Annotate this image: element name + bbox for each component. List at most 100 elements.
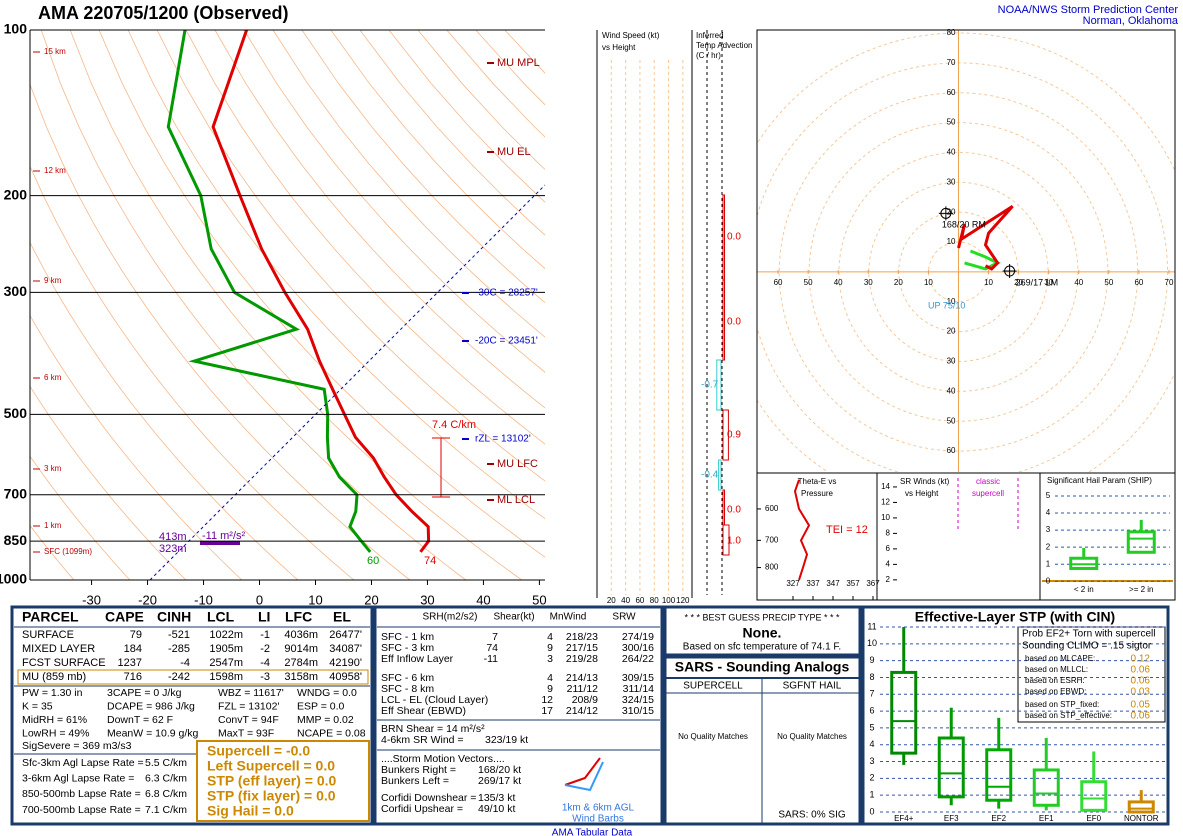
table-cell: 42190' bbox=[329, 657, 362, 669]
y-tick-label: 8 bbox=[869, 672, 874, 682]
footer: AMA Tabular Data bbox=[552, 828, 633, 836]
motion-value: 135/3 kt bbox=[478, 792, 515, 804]
motion-label: Corfidi Downshear = bbox=[381, 792, 476, 804]
table-cell: 9 bbox=[547, 642, 553, 654]
table-cell: 12 bbox=[541, 694, 553, 706]
dry-adiabat bbox=[30, 455, 131, 580]
x-tick-label: 30 bbox=[1044, 278, 1053, 287]
panel-title: Inferred bbox=[696, 31, 724, 40]
y-tick-label: 700 bbox=[765, 535, 779, 544]
table-cell: -4 bbox=[260, 657, 270, 669]
x-tick-label: 50 bbox=[532, 592, 546, 607]
y-tick-label: 20 bbox=[947, 207, 956, 216]
annotation: MU MPL bbox=[497, 57, 540, 69]
table-header: PARCEL bbox=[22, 609, 79, 625]
y-tick-label: 0 bbox=[869, 806, 874, 816]
table-cell: 74 bbox=[486, 642, 498, 654]
motion-value: 168/20 kt bbox=[478, 764, 521, 776]
y-tick-label: 800 bbox=[765, 563, 779, 572]
table-cell: 79 bbox=[130, 629, 142, 641]
prob-label: based on EBWD: bbox=[1025, 687, 1086, 696]
y-tick-label: 70 bbox=[947, 58, 956, 67]
table-header: CINH bbox=[157, 609, 191, 625]
table-cell: -285 bbox=[168, 643, 190, 655]
motion-label: Bunkers Right = bbox=[381, 764, 456, 776]
lapse-value: 6.8 C/km bbox=[145, 788, 187, 800]
table-header: LFC bbox=[285, 609, 312, 625]
index: ESP = 0.0 bbox=[297, 700, 345, 712]
table-cell: -2 bbox=[260, 643, 270, 655]
x-tick-label: 347 bbox=[826, 579, 840, 588]
table-header: LI bbox=[258, 609, 270, 625]
panel-title: vs Height bbox=[602, 43, 636, 52]
dry-adiabat bbox=[30, 241, 299, 580]
sars-match: No Quality Matches bbox=[678, 732, 748, 741]
dry-adiabat bbox=[156, 30, 545, 482]
value-label: 1.0 bbox=[727, 536, 741, 547]
storm-motion-cross bbox=[1002, 264, 1017, 279]
height-label: 6 km bbox=[44, 373, 62, 382]
storm-motion-label: 168/20 RM bbox=[942, 220, 986, 230]
height-label: 3 km bbox=[44, 464, 62, 473]
prob-label: based on MLLCL: bbox=[1025, 665, 1088, 674]
hodograph-trace bbox=[957, 204, 1014, 271]
sars-title: SARS - Sounding Analogs bbox=[675, 659, 850, 675]
y-tick-label: 500 bbox=[4, 405, 28, 421]
annotation: 60 bbox=[367, 555, 379, 567]
table-header: LCL bbox=[207, 609, 235, 625]
table-cell: Eff Shear (EBWD) bbox=[381, 705, 466, 717]
panel-title: Temp Advection bbox=[696, 41, 752, 50]
table-cell: 3158m bbox=[284, 671, 318, 683]
y-tick-label: 3 bbox=[1046, 525, 1051, 534]
x-tick-label: 100 bbox=[662, 596, 676, 605]
y-tick-label: 4 bbox=[886, 559, 891, 568]
dry-adiabat bbox=[243, 30, 545, 373]
index: DownT = 62 F bbox=[107, 714, 173, 726]
x-tick-label: 70 bbox=[1165, 278, 1174, 287]
prob-label: based on STP_fixed: bbox=[1025, 700, 1099, 709]
table-cell: 217/15 bbox=[566, 642, 598, 654]
table-cell: 9 bbox=[547, 683, 553, 695]
motion-title: ....Storm Motion Vectors.... bbox=[381, 753, 505, 765]
x-tick-label: 60 bbox=[1134, 278, 1143, 287]
prob-label: based on ESRH: bbox=[1025, 676, 1085, 685]
annotation: 74 bbox=[424, 555, 436, 567]
table-cell: 219/28 bbox=[566, 653, 598, 665]
motion-value: 269/17 kt bbox=[478, 775, 521, 787]
annotation: rZL = 13102' bbox=[475, 434, 531, 445]
y-tick-label: 10 bbox=[947, 297, 956, 306]
composite: STP (eff layer) = 0.0 bbox=[207, 773, 337, 789]
x-tick-label: EF0 bbox=[1086, 814, 1101, 823]
x-tick-label: 30 bbox=[420, 592, 434, 607]
annotation: ML LCL bbox=[497, 494, 535, 506]
advection-bar bbox=[716, 359, 722, 411]
advection-bar bbox=[722, 409, 729, 461]
theta-plot bbox=[793, 479, 811, 581]
y-tick-label: 80 bbox=[947, 28, 956, 37]
annotation: TEI = 12 bbox=[826, 524, 868, 536]
advection-bar bbox=[722, 524, 730, 556]
dry-adiabat bbox=[69, 30, 523, 580]
location: Norman, Oklahoma bbox=[1083, 15, 1179, 27]
table-cell: 211/12 bbox=[567, 683, 598, 695]
y-tick-label: 10 bbox=[947, 237, 956, 246]
panel-title: Significant Hail Param (SHIP) bbox=[1047, 476, 1152, 485]
table-cell: LCL - EL (Cloud Layer) bbox=[381, 694, 488, 706]
value-label: 0.0 bbox=[727, 317, 741, 328]
box bbox=[890, 670, 918, 755]
annotation: -30C = 28257' bbox=[475, 288, 538, 299]
table-cell: 274/19 bbox=[622, 631, 654, 643]
x-tick-label: 40 bbox=[1074, 278, 1083, 287]
table-header: SRH(m2/s2) bbox=[422, 612, 477, 623]
x-tick-label: 20 bbox=[1014, 278, 1023, 287]
lapse-label: Sfc-3km Agl Lapse Rate = bbox=[22, 757, 144, 769]
lapse-label: 850-500mb Lapse Rate = bbox=[22, 788, 141, 800]
lapse-label: 3-6km Agl Lapse Rate = bbox=[22, 772, 134, 784]
lapse-label: 700-500mb Lapse Rate = bbox=[22, 804, 141, 816]
annotation: MU EL bbox=[497, 146, 531, 158]
table-cell: 208/9 bbox=[572, 694, 598, 706]
table-cell: -242 bbox=[168, 671, 190, 683]
prob-value: 0.05 bbox=[1131, 700, 1151, 711]
annotation: -11 m²/s² bbox=[202, 530, 246, 542]
y-tick-label: 11 bbox=[867, 621, 876, 631]
